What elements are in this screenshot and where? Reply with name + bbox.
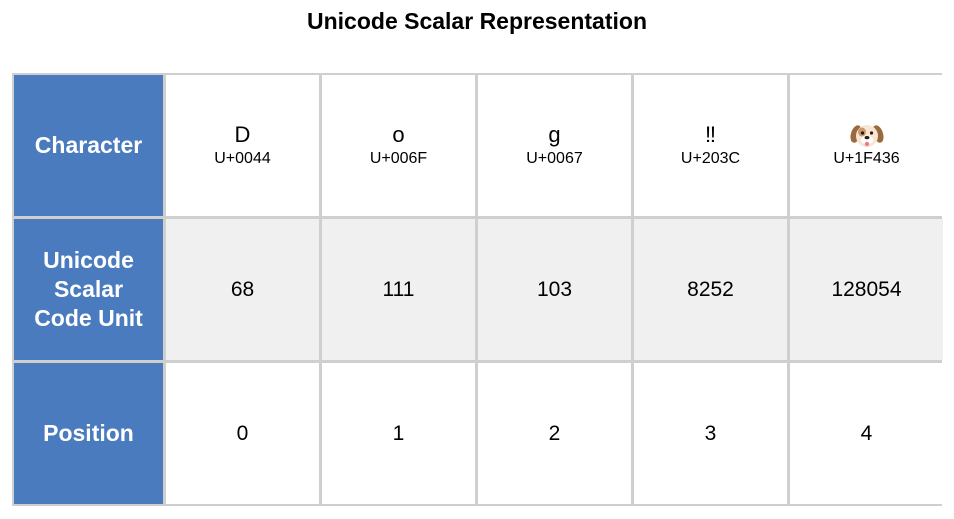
- character-codepoint: U+203C: [680, 150, 741, 167]
- row-header-line: Unicode: [43, 247, 134, 273]
- row-header-line: Code Unit: [34, 305, 143, 331]
- row-header-position: Position: [14, 363, 163, 504]
- row-header-character: Character: [14, 75, 163, 216]
- scalar-value-cell: 68: [166, 219, 319, 360]
- position-cell: 1: [322, 363, 475, 504]
- character-codepoint: U+0067: [526, 150, 583, 167]
- row-header-unicode-scalar: Unicode Scalar Code Unit: [14, 219, 163, 360]
- character-glyph: o: [392, 122, 405, 147]
- character-cell: o U+006F: [322, 75, 475, 216]
- scalar-value-cell: 8252: [634, 219, 787, 360]
- scalar-value-cell: 111: [322, 219, 475, 360]
- position-cell: 4: [790, 363, 943, 504]
- character-codepoint: U+0044: [214, 150, 271, 167]
- character-cell: ‼ U+203C: [634, 75, 787, 216]
- character-glyph: ‼: [705, 122, 716, 147]
- unicode-scalar-table: Character D U+0044 o U+006F g U+0067 ‼ U…: [12, 73, 943, 506]
- position-cell: 2: [478, 363, 631, 504]
- position-cell: 3: [634, 363, 787, 504]
- character-glyph: D: [234, 122, 251, 147]
- character-cell: g U+0067: [478, 75, 631, 216]
- row-header-line: Scalar: [53, 276, 124, 302]
- dog-face-icon: [849, 122, 885, 148]
- scalar-value-cell: 128054: [790, 219, 943, 360]
- character-codepoint: U+006F: [369, 150, 428, 167]
- character-glyph: g: [548, 122, 561, 147]
- scalar-value-cell: 103: [478, 219, 631, 360]
- character-cell: U+1F436: [790, 75, 943, 216]
- character-codepoint: U+1F436: [833, 150, 900, 167]
- character-cell: D U+0044: [166, 75, 319, 216]
- diagram-title: Unicode Scalar Representation: [307, 8, 647, 34]
- position-cell: 0: [166, 363, 319, 504]
